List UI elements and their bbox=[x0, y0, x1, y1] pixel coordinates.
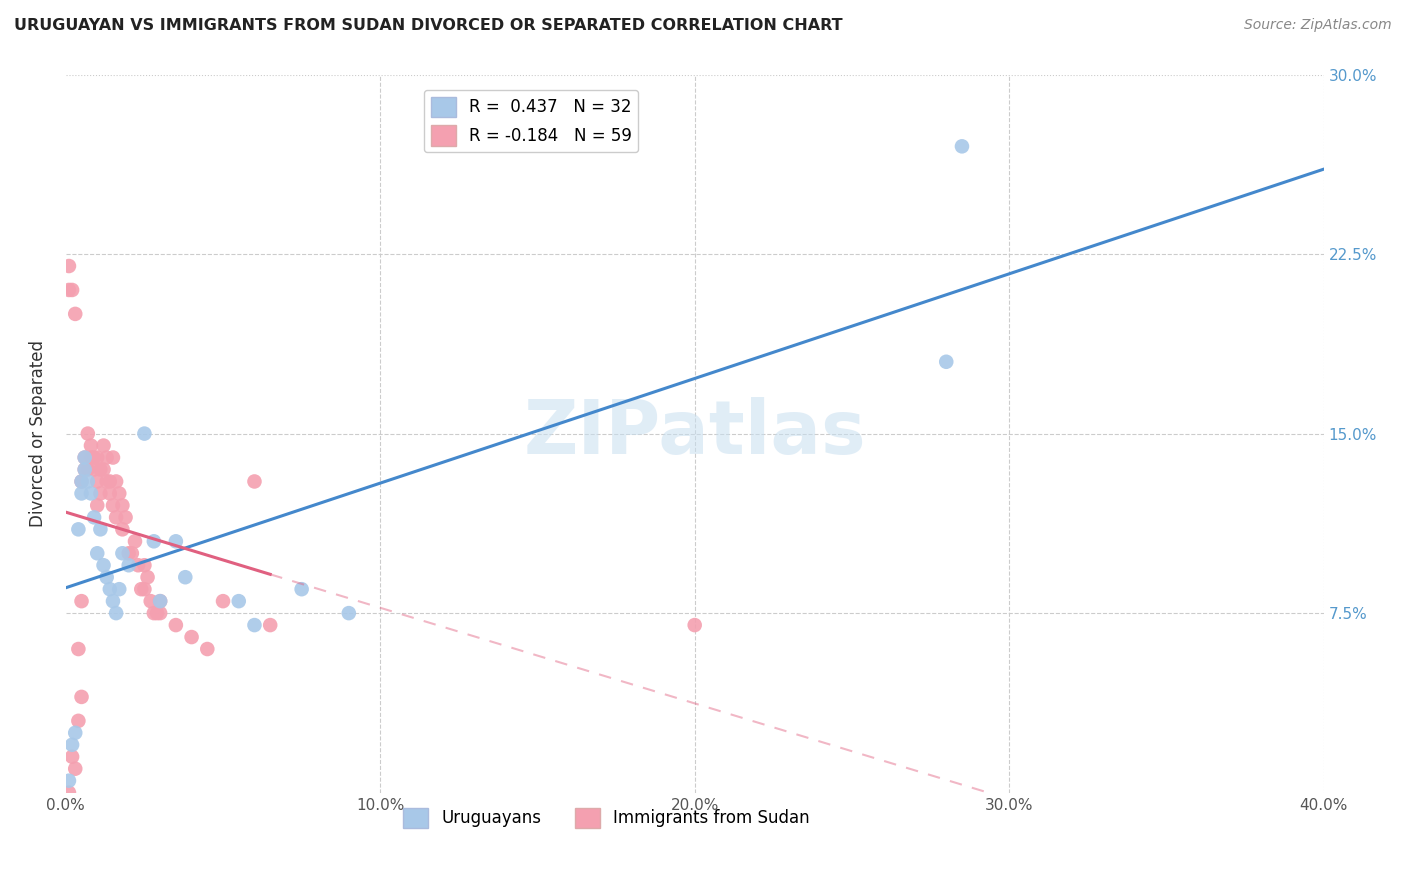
Point bbox=[86, 546, 108, 560]
Point bbox=[60, 283, 83, 297]
Point bbox=[89, 522, 111, 536]
Point bbox=[149, 594, 172, 608]
Point bbox=[212, 594, 235, 608]
Text: URUGUAYAN VS IMMIGRANTS FROM SUDAN DIVORCED OR SEPARATED CORRELATION CHART: URUGUAYAN VS IMMIGRANTS FROM SUDAN DIVOR… bbox=[14, 18, 842, 33]
Point bbox=[259, 618, 281, 632]
Point bbox=[80, 439, 103, 453]
Point bbox=[93, 462, 115, 476]
Point bbox=[121, 546, 143, 560]
Point bbox=[149, 606, 172, 620]
Point bbox=[165, 534, 187, 549]
Point bbox=[60, 738, 83, 752]
Point bbox=[142, 534, 165, 549]
Point bbox=[58, 259, 80, 273]
Point bbox=[134, 558, 156, 573]
Point bbox=[118, 546, 141, 560]
Point bbox=[98, 582, 121, 597]
Point bbox=[195, 642, 218, 657]
Point bbox=[337, 606, 360, 620]
Point bbox=[58, 786, 80, 800]
Point bbox=[111, 546, 134, 560]
Point bbox=[83, 510, 105, 524]
Point bbox=[118, 558, 141, 573]
Point bbox=[101, 594, 124, 608]
Point bbox=[70, 475, 93, 489]
Point bbox=[73, 462, 96, 476]
Point bbox=[228, 594, 250, 608]
Point bbox=[58, 773, 80, 788]
Point bbox=[935, 355, 957, 369]
Point bbox=[180, 630, 202, 644]
Point bbox=[124, 534, 146, 549]
Point bbox=[65, 307, 87, 321]
Point bbox=[96, 570, 118, 584]
Point bbox=[165, 618, 187, 632]
Point bbox=[86, 499, 108, 513]
Point bbox=[134, 426, 156, 441]
Point bbox=[80, 450, 103, 465]
Point bbox=[139, 594, 162, 608]
Point bbox=[243, 618, 266, 632]
Point bbox=[76, 426, 98, 441]
Point bbox=[65, 726, 87, 740]
Legend: Uruguayans, Immigrants from Sudan: Uruguayans, Immigrants from Sudan bbox=[396, 801, 817, 835]
Point bbox=[70, 690, 93, 704]
Point bbox=[80, 486, 103, 500]
Text: ZIPatlas: ZIPatlas bbox=[523, 397, 866, 470]
Point bbox=[73, 462, 96, 476]
Point bbox=[111, 522, 134, 536]
Point bbox=[136, 570, 159, 584]
Point bbox=[86, 450, 108, 465]
Point bbox=[70, 594, 93, 608]
Point bbox=[65, 762, 87, 776]
Point bbox=[70, 486, 93, 500]
Point bbox=[70, 475, 93, 489]
Point bbox=[111, 499, 134, 513]
Point bbox=[76, 462, 98, 476]
Point bbox=[134, 582, 156, 597]
Point bbox=[146, 606, 169, 620]
Point bbox=[89, 462, 111, 476]
Point bbox=[950, 139, 973, 153]
Point bbox=[67, 642, 90, 657]
Point bbox=[67, 714, 90, 728]
Point bbox=[93, 439, 115, 453]
Point bbox=[101, 499, 124, 513]
Point bbox=[58, 283, 80, 297]
Point bbox=[105, 475, 128, 489]
Point bbox=[96, 475, 118, 489]
Point bbox=[86, 475, 108, 489]
Point bbox=[142, 606, 165, 620]
Point bbox=[114, 510, 136, 524]
Point bbox=[83, 462, 105, 476]
Point bbox=[129, 582, 152, 597]
Point bbox=[73, 450, 96, 465]
Point bbox=[105, 510, 128, 524]
Point bbox=[83, 450, 105, 465]
Y-axis label: Divorced or Separated: Divorced or Separated bbox=[30, 340, 46, 527]
Point bbox=[108, 486, 131, 500]
Point bbox=[149, 594, 172, 608]
Point bbox=[127, 558, 149, 573]
Point bbox=[98, 486, 121, 500]
Point bbox=[67, 522, 90, 536]
Point bbox=[60, 749, 83, 764]
Point bbox=[89, 486, 111, 500]
Text: Source: ZipAtlas.com: Source: ZipAtlas.com bbox=[1244, 18, 1392, 32]
Point bbox=[108, 582, 131, 597]
Point bbox=[243, 475, 266, 489]
Point bbox=[683, 618, 706, 632]
Point bbox=[174, 570, 197, 584]
Point bbox=[96, 450, 118, 465]
Point bbox=[101, 450, 124, 465]
Point bbox=[291, 582, 314, 597]
Point bbox=[98, 475, 121, 489]
Point bbox=[76, 475, 98, 489]
Point bbox=[105, 606, 128, 620]
Point bbox=[73, 450, 96, 465]
Point bbox=[93, 558, 115, 573]
